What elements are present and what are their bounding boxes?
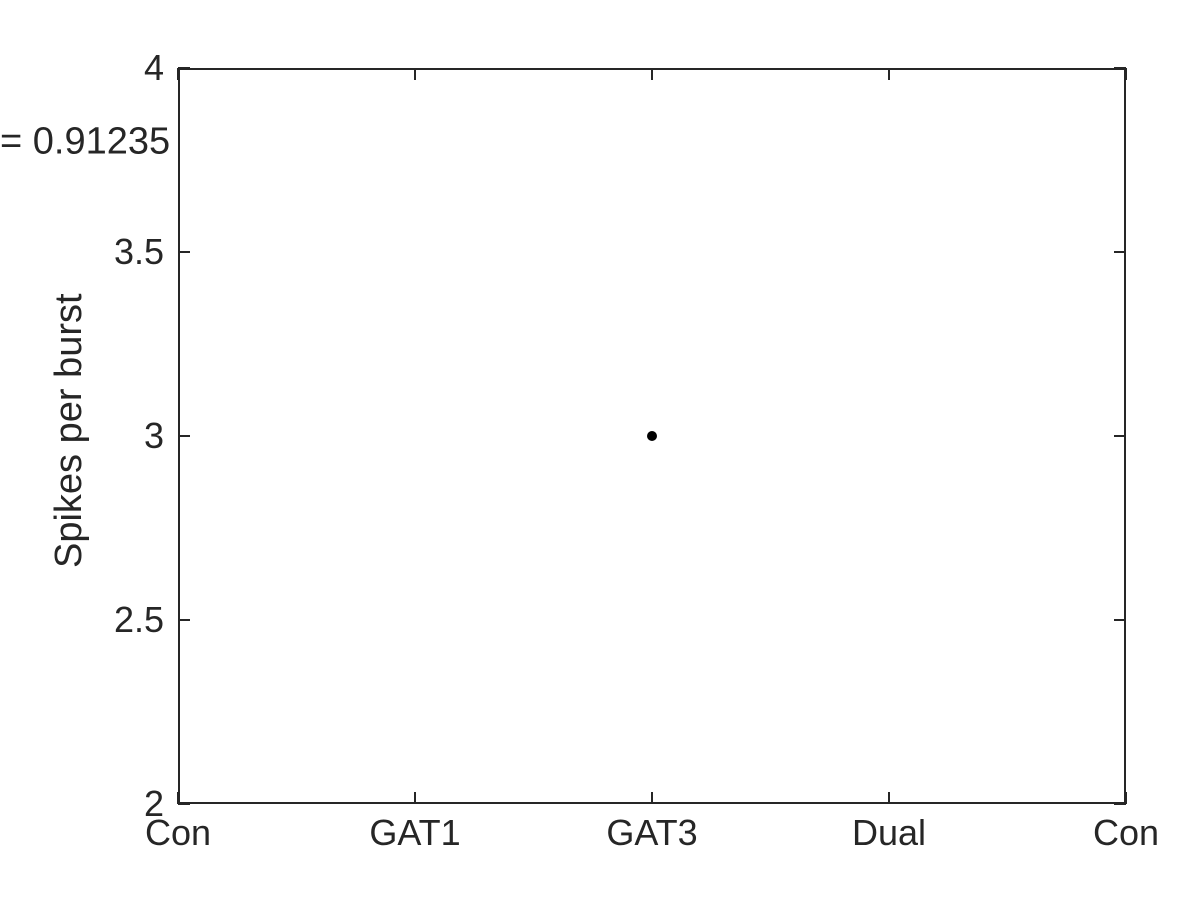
ytick-label: 2.5 [114, 599, 164, 641]
xtick-top [651, 68, 653, 80]
xtick-top [414, 68, 416, 80]
p-value-annotation: = 0.91235 [0, 120, 170, 163]
ytick-label: 3 [144, 415, 164, 457]
ytick-label: 3.5 [114, 231, 164, 273]
xtick-top [888, 68, 890, 80]
xtick-bottom [888, 792, 890, 804]
figure: ConGAT1GAT3DualCon22.533.54Spikes per bu… [0, 0, 1200, 900]
y-axis-label: Spikes per burst [48, 294, 91, 569]
ytick-left [178, 619, 190, 621]
ytick-right [1114, 251, 1126, 253]
ytick-right [1114, 67, 1126, 69]
ytick-label: 2 [144, 783, 164, 825]
ytick-label: 4 [144, 47, 164, 89]
ytick-left [178, 67, 190, 69]
ytick-right [1114, 803, 1126, 805]
xtick-bottom [414, 792, 416, 804]
xtick-label: Con [1093, 812, 1159, 854]
ytick-right [1114, 619, 1126, 621]
ytick-left [178, 803, 190, 805]
xtick-label: GAT1 [369, 812, 460, 854]
ytick-left [178, 251, 190, 253]
xtick-top [1125, 68, 1127, 80]
xtick-bottom [651, 792, 653, 804]
xtick-label: Dual [852, 812, 926, 854]
xtick-top [177, 68, 179, 80]
ytick-right [1114, 435, 1126, 437]
data-point [647, 431, 657, 441]
ytick-left [178, 435, 190, 437]
xtick-label: GAT3 [606, 812, 697, 854]
